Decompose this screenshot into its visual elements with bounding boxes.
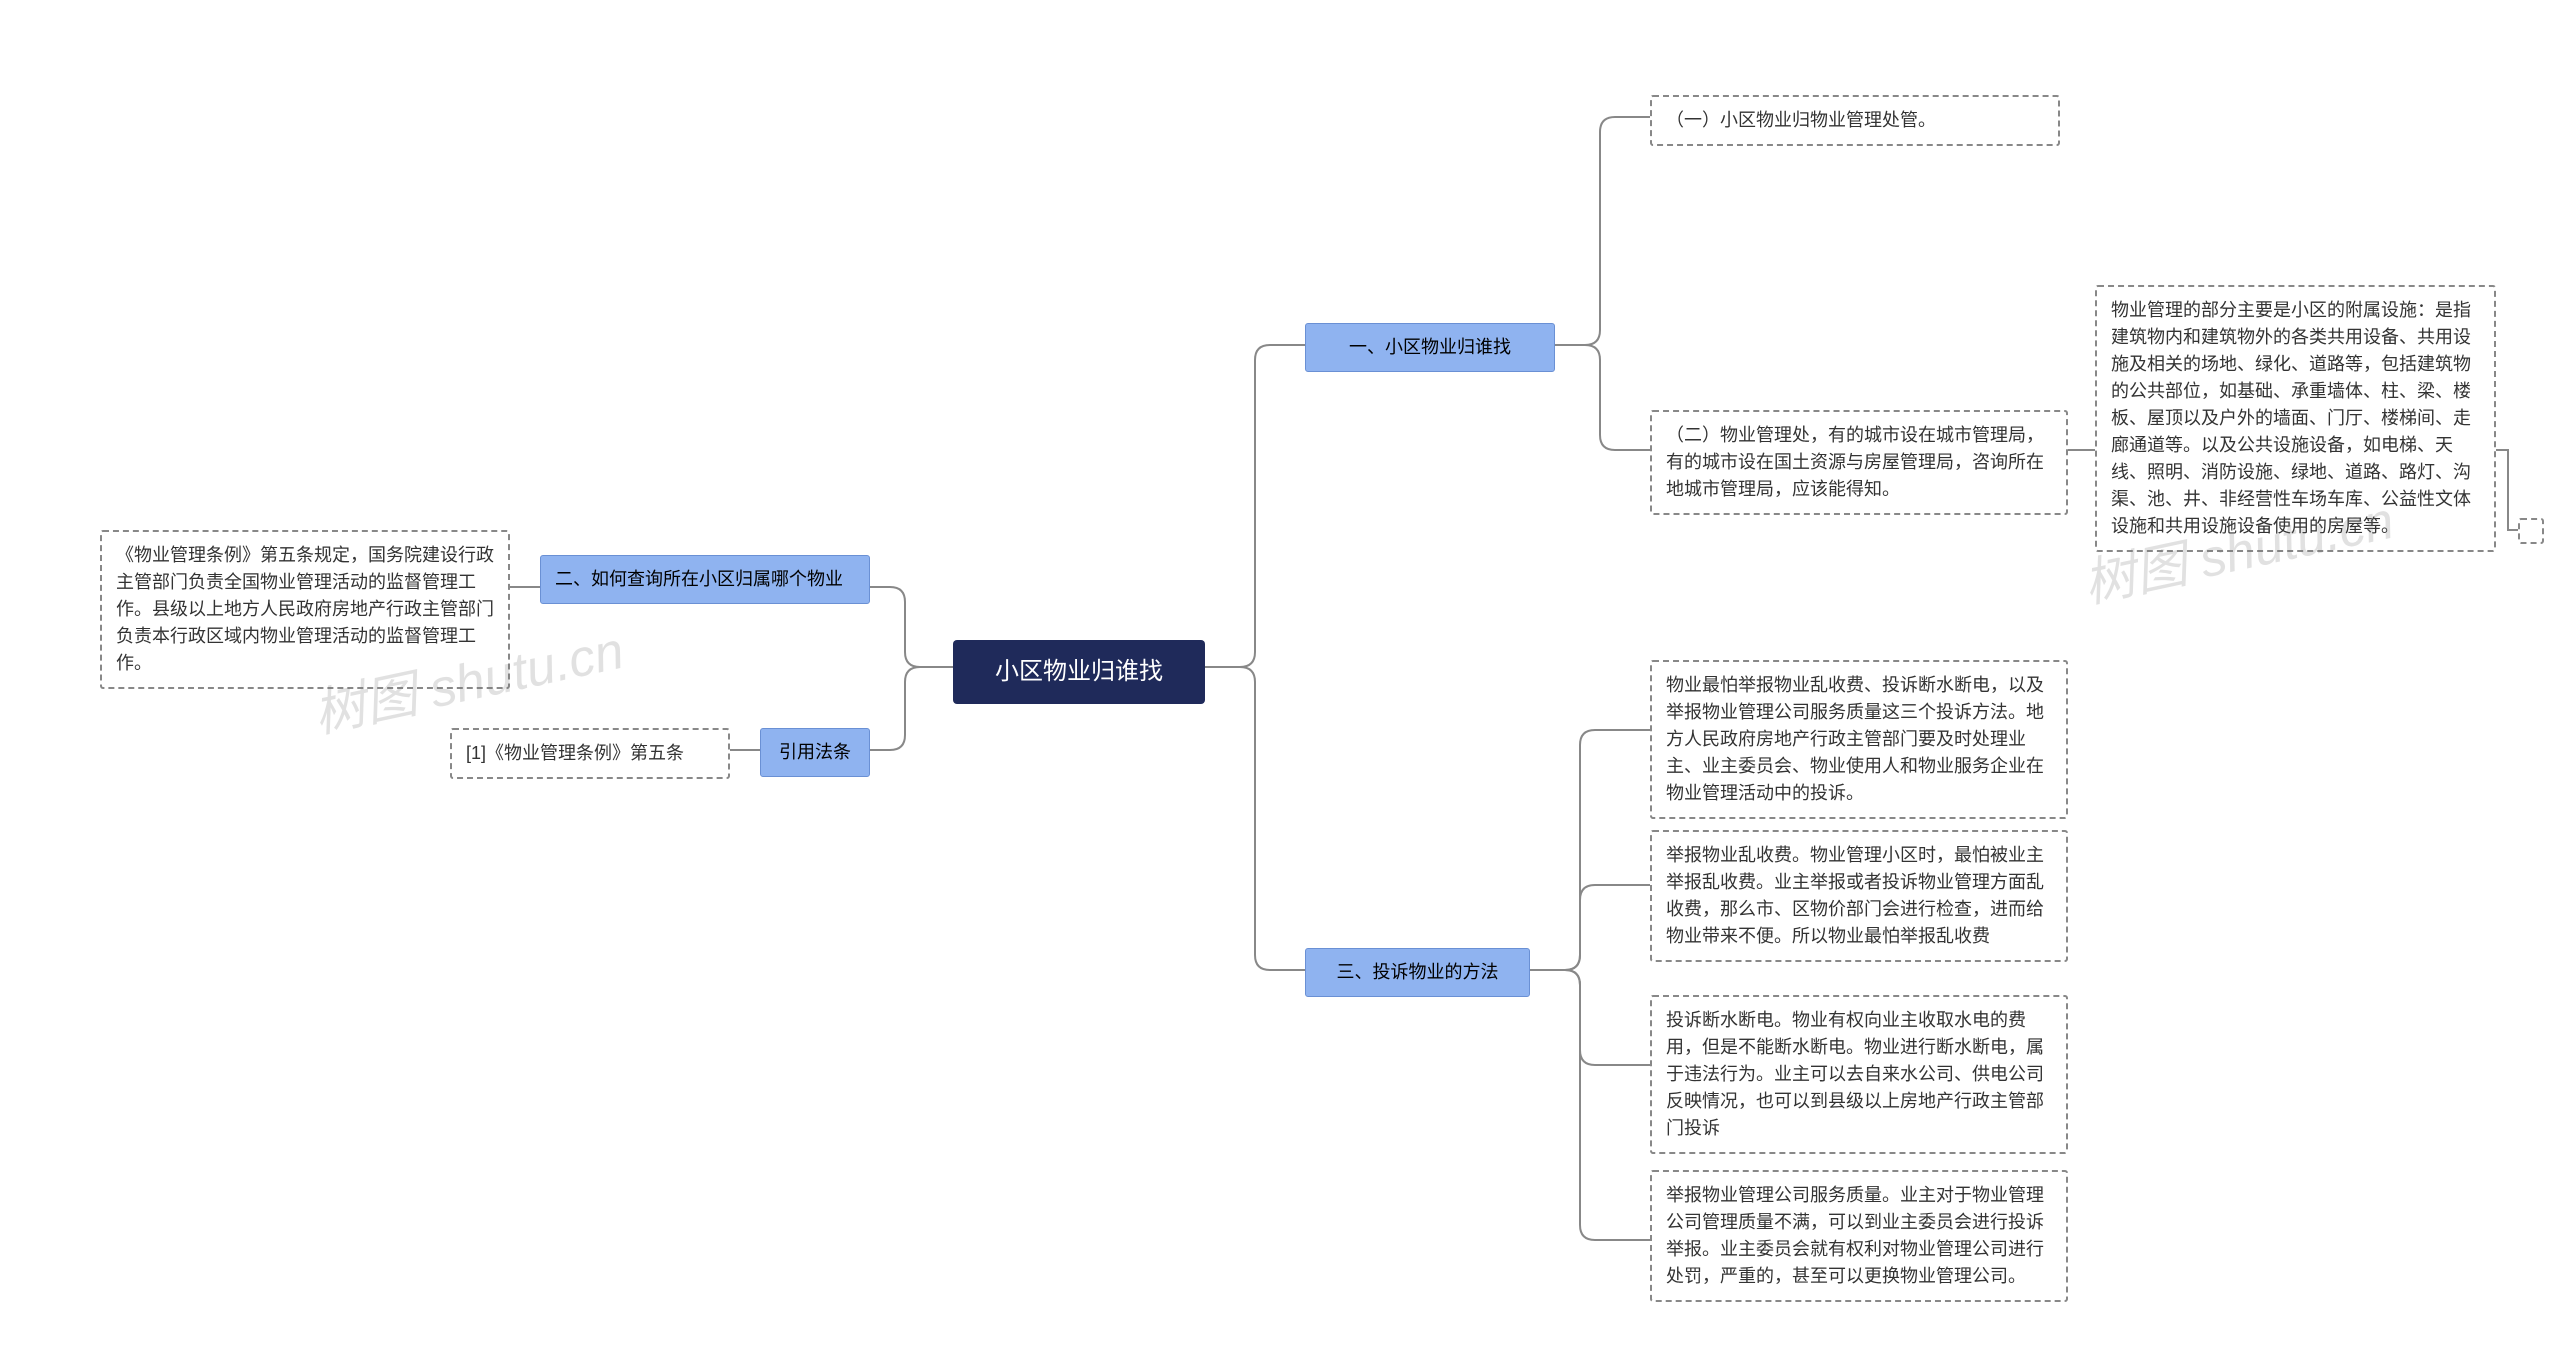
node-section-3a[interactable]: 物业最怕举报物业乱收费、投诉断水断电，以及举报物业管理公司服务质量这三个投诉方法…: [1650, 660, 2068, 819]
node-section-3[interactable]: 三、投诉物业的方法: [1305, 948, 1530, 997]
node-section-3d-text: 举报物业管理公司服务质量。业主对于物业管理公司管理质量不满，可以到业主委员会进行…: [1666, 1185, 2044, 1286]
node-section-3-label: 三、投诉物业的方法: [1337, 962, 1499, 982]
node-section-1a[interactable]: （一）小区物业归物业管理处管。: [1650, 95, 2060, 146]
node-citation-detail-text: [1]《物业管理条例》第五条: [466, 743, 684, 763]
node-section-3c[interactable]: 投诉断水断电。物业有权向业主收取水电的费用，但是不能断水断电。物业进行断水断电，…: [1650, 995, 2068, 1154]
root-label: 小区物业归谁找: [995, 658, 1163, 685]
node-section-3b-text: 举报物业乱收费。物业管理小区时，最怕被业主举报乱收费。业主举报或者投诉物业管理方…: [1666, 845, 2044, 946]
node-citation[interactable]: 引用法条: [760, 728, 870, 777]
node-section-3b[interactable]: 举报物业乱收费。物业管理小区时，最怕被业主举报乱收费。业主举报或者投诉物业管理方…: [1650, 830, 2068, 962]
node-section-3d[interactable]: 举报物业管理公司服务质量。业主对于物业管理公司管理质量不满，可以到业主委员会进行…: [1650, 1170, 2068, 1302]
node-section-3a-text: 物业最怕举报物业乱收费、投诉断水断电，以及举报物业管理公司服务质量这三个投诉方法…: [1666, 675, 2044, 803]
node-empty-child[interactable]: [2518, 518, 2544, 544]
node-citation-label: 引用法条: [779, 742, 851, 762]
node-section-2[interactable]: 二、如何查询所在小区归属哪个物业: [540, 555, 870, 604]
node-section-1-label: 一、小区物业归谁找: [1349, 337, 1511, 357]
node-section-1b-detail[interactable]: 物业管理的部分主要是小区的附属设施：是指建筑物内和建筑物外的各类共用设备、共用设…: [2095, 285, 2496, 552]
node-section-2-label: 二、如何查询所在小区归属哪个物业: [555, 569, 843, 589]
node-section-2-detail[interactable]: 《物业管理条例》第五条规定，国务院建设行政主管部门负责全国物业管理活动的监督管理…: [100, 530, 510, 689]
node-section-1b-detail-text: 物业管理的部分主要是小区的附属设施：是指建筑物内和建筑物外的各类共用设备、共用设…: [2111, 300, 2471, 536]
root-node[interactable]: 小区物业归谁找: [953, 640, 1205, 704]
node-section-3c-text: 投诉断水断电。物业有权向业主收取水电的费用，但是不能断水断电。物业进行断水断电，…: [1666, 1010, 2044, 1138]
node-section-2-detail-text: 《物业管理条例》第五条规定，国务院建设行政主管部门负责全国物业管理活动的监督管理…: [116, 545, 494, 673]
node-section-1b[interactable]: （二）物业管理处，有的城市设在城市管理局，有的城市设在国土资源与房屋管理局，咨询…: [1650, 410, 2068, 515]
node-section-1b-text: （二）物业管理处，有的城市设在城市管理局，有的城市设在国土资源与房屋管理局，咨询…: [1666, 425, 2044, 499]
node-section-1[interactable]: 一、小区物业归谁找: [1305, 323, 1555, 372]
node-citation-detail[interactable]: [1]《物业管理条例》第五条: [450, 728, 730, 779]
node-section-1a-text: （一）小区物业归物业管理处管。: [1666, 110, 1936, 130]
